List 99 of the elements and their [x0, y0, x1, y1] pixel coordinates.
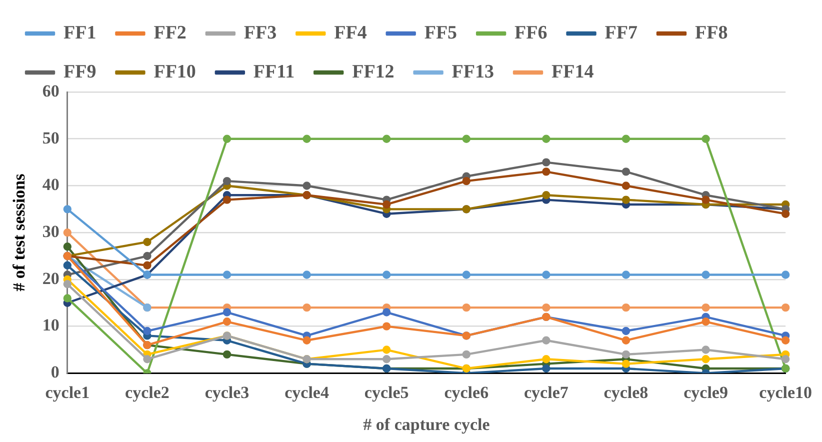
x-tick-label: cycle4 [284, 382, 330, 402]
x-tick-label: cycle5 [364, 382, 409, 402]
point [622, 134, 630, 143]
y-tick-label: 60 [42, 81, 60, 100]
point [542, 158, 550, 166]
point [622, 182, 630, 190]
point [462, 134, 470, 143]
point [462, 350, 470, 359]
point [622, 168, 630, 176]
legend-label: FF14 [552, 61, 594, 82]
point [143, 238, 152, 246]
point [622, 350, 630, 359]
point [781, 270, 790, 279]
legend-label: FF6 [514, 22, 548, 44]
y-axis-title: # of test sessions [10, 173, 29, 292]
point [702, 196, 710, 204]
y-tick-label: 0 [50, 362, 60, 382]
point [622, 336, 630, 344]
point [143, 355, 152, 364]
point [702, 346, 710, 354]
point [781, 336, 790, 344]
point [382, 308, 391, 316]
point [542, 134, 550, 143]
point [542, 336, 550, 344]
point [302, 134, 311, 143]
point [462, 270, 470, 279]
x-tick-label: cycle7 [524, 382, 569, 402]
legend-label: FF7 [604, 22, 638, 44]
point [302, 182, 311, 190]
point [222, 176, 232, 186]
point [382, 355, 391, 364]
x-tick-label: cycle8 [604, 382, 648, 402]
legend-label: FF1 [64, 22, 96, 44]
point [781, 210, 790, 218]
legend-label: FF8 [694, 22, 728, 44]
point [222, 308, 232, 316]
point [222, 196, 232, 204]
point [302, 270, 311, 279]
point [462, 303, 470, 312]
point [542, 364, 550, 373]
point [622, 360, 630, 368]
point [622, 196, 630, 204]
point [143, 252, 152, 260]
point [702, 318, 710, 326]
point [382, 134, 391, 143]
point [542, 168, 550, 176]
x-tick-label: cycle10 [759, 382, 812, 402]
point [702, 270, 710, 279]
point [63, 205, 72, 214]
legend-label: FF13 [452, 61, 494, 82]
point [63, 294, 72, 302]
y-tick-label: 40 [42, 175, 60, 194]
point [63, 261, 72, 270]
point [222, 318, 232, 326]
point [382, 346, 391, 354]
point [702, 355, 710, 364]
point [781, 303, 790, 312]
legend-label: FF10 [154, 61, 196, 82]
y-tick-label: 30 [42, 222, 60, 241]
x-tick-label: cycle3 [204, 382, 250, 402]
point [702, 134, 710, 143]
legend-label: FF11 [253, 61, 295, 82]
point [63, 242, 72, 251]
point [622, 303, 630, 312]
point [382, 200, 391, 209]
point [63, 228, 72, 237]
point [702, 303, 710, 312]
x-tick-label: cycle9 [684, 382, 728, 402]
x-axis-title: # of capture cycle [363, 415, 490, 434]
point [542, 191, 550, 200]
point [63, 280, 72, 288]
point [382, 270, 391, 279]
point [222, 134, 232, 143]
point [143, 326, 152, 336]
legend-label: FF12 [352, 61, 394, 82]
point [302, 336, 311, 344]
x-tick-label: cycle1 [45, 382, 90, 402]
legend-label: FF9 [64, 61, 96, 82]
legend-label: FF2 [154, 22, 186, 44]
legend-label: FF4 [334, 22, 368, 44]
point [382, 322, 391, 330]
legend-label: FF5 [424, 22, 458, 44]
y-tick-label: 10 [42, 316, 60, 335]
x-tick-label: cycle2 [125, 382, 170, 402]
point [622, 326, 630, 336]
point [542, 303, 550, 312]
y-tick-label: 50 [42, 128, 60, 148]
legend-label: FF3 [244, 22, 277, 44]
point [222, 270, 232, 279]
point [143, 261, 152, 270]
point [542, 270, 550, 279]
point [222, 350, 232, 359]
point [542, 355, 550, 364]
point [462, 176, 470, 186]
point [781, 355, 790, 364]
point [302, 303, 311, 312]
y-tick-label: 20 [42, 268, 60, 288]
x-tick-label: cycle6 [444, 382, 489, 402]
point [622, 270, 630, 279]
